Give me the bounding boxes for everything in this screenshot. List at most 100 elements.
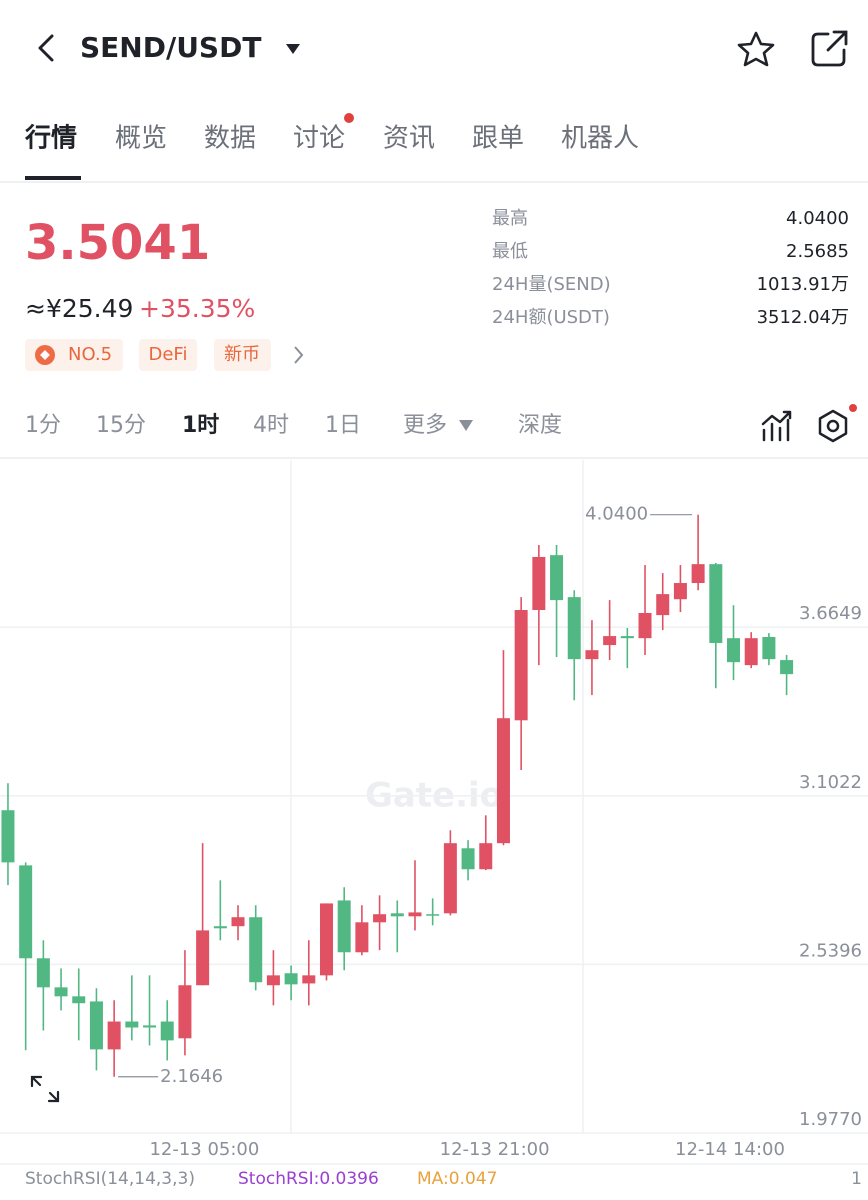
interval-option[interactable]: 深度 xyxy=(518,413,562,438)
tags-more[interactable] xyxy=(294,346,304,364)
stat-label: 最低 xyxy=(492,241,528,262)
candle-body xyxy=(302,975,316,984)
candle-body xyxy=(54,987,68,997)
more-dropdown[interactable] xyxy=(459,420,473,431)
stat-label: 24H额(USDT) xyxy=(492,307,610,328)
tag-new[interactable] xyxy=(214,339,271,371)
high-label: 4.0400 xyxy=(585,504,648,525)
candle-body xyxy=(231,917,245,927)
tab-bar: 行情 概览 数据 讨论 资讯 跟单 机器人 xyxy=(24,123,639,154)
candle-body xyxy=(249,917,263,983)
candle-body xyxy=(125,1021,139,1028)
candle-body xyxy=(1,810,15,863)
tab[interactable]: 讨论 xyxy=(293,124,345,154)
candle-body xyxy=(550,555,564,601)
candle-body xyxy=(691,564,705,584)
candle-body xyxy=(620,636,634,639)
tab[interactable]: 资讯 xyxy=(383,124,435,154)
candle-body xyxy=(143,1025,157,1028)
share-button[interactable] xyxy=(811,30,848,67)
candle-body xyxy=(780,660,794,675)
tab[interactable]: 机器人 xyxy=(561,124,639,154)
tab[interactable]: 概览 xyxy=(115,124,167,154)
candle-body xyxy=(373,914,387,923)
candle-body xyxy=(72,996,86,1004)
y-tick-label: 3.1022 xyxy=(799,772,862,793)
candle-body xyxy=(673,583,687,600)
x-tick-label: 12-13 21:00 xyxy=(440,1139,550,1160)
notification-dot xyxy=(849,404,857,412)
candle-body xyxy=(514,610,528,721)
notification-dot xyxy=(344,113,354,123)
indicator-ma: MA:0.047 xyxy=(417,1169,497,1189)
candle-body xyxy=(603,636,617,646)
x-tick-label: 12-14 14:00 xyxy=(675,1139,785,1160)
pair-dropdown[interactable] xyxy=(286,44,300,54)
candle-body xyxy=(196,930,210,986)
low-label: 2.1646 xyxy=(160,1066,223,1087)
candle-body xyxy=(178,985,192,1039)
pair-title[interactable]: SEND/USDT xyxy=(80,31,261,64)
interval-option[interactable]: 1分 xyxy=(25,413,61,438)
back-button[interactable] xyxy=(38,34,54,62)
stat-label: 24H量(SEND) xyxy=(492,274,611,295)
candle-body xyxy=(390,913,404,917)
candle-body xyxy=(479,843,493,870)
indicator-button[interactable] xyxy=(761,410,792,442)
candle-body xyxy=(532,556,546,611)
candle-body xyxy=(727,638,741,663)
candle-body xyxy=(443,843,457,914)
indicator-name: StochRSI(14,14,3,3) xyxy=(25,1169,195,1189)
candle-body xyxy=(19,865,33,959)
candle-body xyxy=(567,597,581,660)
tag-category[interactable] xyxy=(139,339,197,371)
candle-body xyxy=(337,900,351,953)
candle-body xyxy=(744,638,758,666)
candle-body xyxy=(89,1001,103,1050)
candle-body xyxy=(709,564,723,643)
interval-option[interactable]: 1日 xyxy=(325,413,361,438)
interval-option[interactable]: 更多 xyxy=(403,413,447,438)
tab[interactable]: 跟单 xyxy=(472,124,524,154)
candle-body xyxy=(355,922,369,953)
cny-price: ≈¥25.49 xyxy=(25,294,133,323)
candle-body xyxy=(107,1021,121,1050)
x-tick-label: 12-13 05:00 xyxy=(149,1139,259,1160)
interval-option[interactable]: 15分 xyxy=(96,413,146,438)
tab[interactable]: 行情 xyxy=(24,123,77,154)
interval-option[interactable]: 1时 xyxy=(182,413,219,438)
stat-value: 4.0400 xyxy=(786,208,849,229)
fullscreen-button[interactable] xyxy=(30,1075,60,1103)
candle-body xyxy=(319,903,333,976)
y-tick-label: 1.9770 xyxy=(799,1109,862,1130)
tag-text: NO.5 xyxy=(68,344,112,365)
tag-text: DeFi xyxy=(149,344,188,365)
price-change: +35.35% xyxy=(139,294,255,323)
indicator-scale: 1 xyxy=(851,1169,862,1189)
candle-body xyxy=(656,594,670,616)
candle-body xyxy=(762,636,776,660)
candle-body xyxy=(408,912,422,917)
candle-body xyxy=(638,613,652,639)
active-tab-indicator xyxy=(25,176,81,180)
candle-body xyxy=(426,914,440,916)
candle-body xyxy=(585,650,599,660)
candle-body xyxy=(284,973,298,985)
interval-bar: 1分 15分 1时 4时 1日 更多 深度 xyxy=(25,413,562,438)
favorite-button[interactable] xyxy=(737,31,775,67)
stats-panel: 最高 4.0400 最低 2.5685 24H量(SEND) 1013.91万 24H额(U… xyxy=(492,208,849,328)
tab[interactable]: 数据 xyxy=(204,124,256,154)
stat-label: 最高 xyxy=(492,208,528,229)
candle-body xyxy=(160,1021,174,1041)
stat-value: 1013.91万 xyxy=(757,274,849,295)
candlestick-chart: 1.9770 2.5396 3.1022 3.6649 12-13 05:00 12-13… xyxy=(0,504,868,1160)
y-tick-label: 2.5396 xyxy=(799,940,862,961)
settings-button[interactable] xyxy=(818,409,848,443)
interval-option[interactable]: 4时 xyxy=(253,413,289,438)
stat-value: 2.5685 xyxy=(786,241,849,262)
candle-body xyxy=(213,926,227,929)
stat-value: 3512.04万 xyxy=(757,307,849,328)
tag-text: 新币 xyxy=(224,344,260,365)
candle-body xyxy=(266,975,280,986)
